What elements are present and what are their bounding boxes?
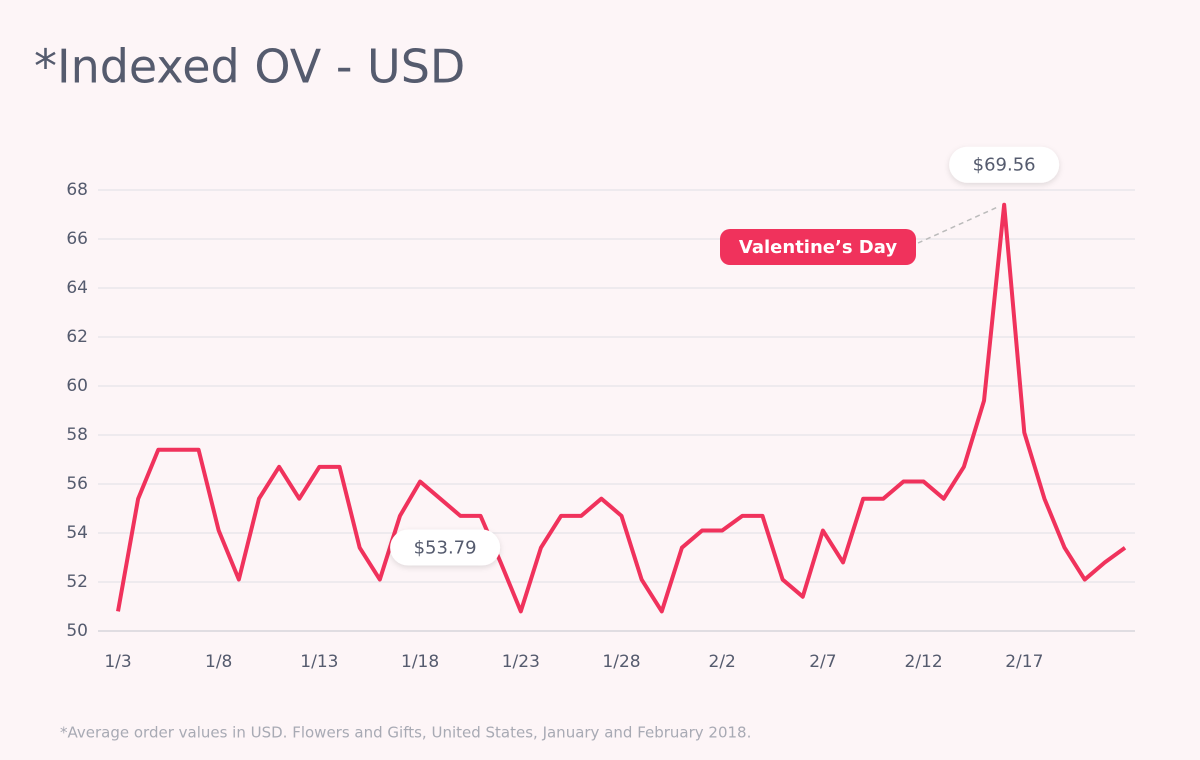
value-callout — [949, 146, 1060, 183]
x-tick-label: 1/23 — [502, 652, 540, 672]
chart-title: *Indexed OV - USD — [34, 40, 465, 94]
x-tick-label: 2/2 — [709, 652, 736, 672]
y-tick-label: 58 — [66, 425, 88, 445]
x-tick-label: 1/8 — [205, 652, 232, 672]
leader-line — [917, 207, 997, 244]
y-tick-label: 66 — [66, 229, 88, 249]
y-tick-label: 60 — [66, 376, 88, 396]
event-label-box — [720, 229, 916, 265]
value-callout-text: $53.79 — [414, 538, 477, 559]
line — [116, 202, 1127, 614]
footnote: *Average order values in USD. Flowers an… — [60, 724, 751, 742]
y-tick-label: 56 — [66, 474, 88, 494]
value-callout — [390, 529, 501, 566]
x-tick-label: 1/28 — [602, 652, 640, 672]
x-tick-label: 2/12 — [905, 652, 943, 672]
y-tick-label: 52 — [66, 572, 88, 592]
x-tick-label: 2/7 — [809, 652, 836, 672]
y-tick-label: 54 — [66, 523, 88, 543]
y-tick-label: 64 — [66, 278, 88, 298]
x-tick-label: 1/18 — [401, 652, 439, 672]
x-tick-label: 1/13 — [300, 652, 338, 672]
value-callout-text: $69.56 — [973, 155, 1036, 176]
y-tick-label: 62 — [66, 327, 88, 347]
x-tick-label: 2/17 — [1005, 652, 1043, 672]
y-tick-label: 50 — [66, 621, 88, 641]
x-tick-label: 1/3 — [104, 652, 131, 672]
y-tick-label: 68 — [66, 180, 88, 200]
event-label: Valentine’s Day — [739, 237, 897, 258]
